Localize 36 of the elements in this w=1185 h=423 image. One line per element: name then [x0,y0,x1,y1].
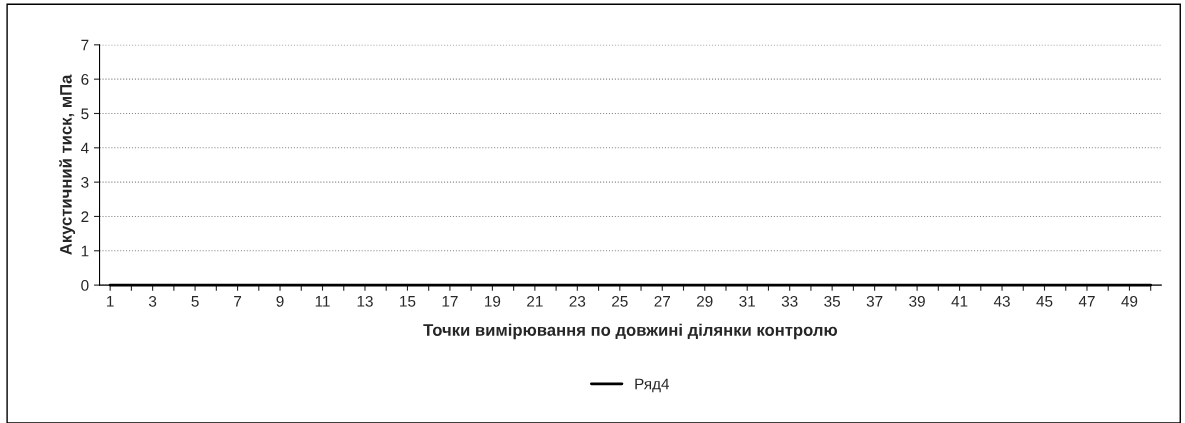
x-tick-label: 29 [697,295,713,307]
x-tick-label: 21 [527,295,543,307]
y-tick-label: 6 [81,74,89,85]
x-tick-label: 45 [1036,296,1053,307]
y-tick-label: 3 [81,177,89,188]
x-tick-label: 33 [781,295,798,307]
x-tick-label: 41 [951,296,968,307]
x-tick-label: 13 [357,295,373,307]
x-tick-label: 23 [569,295,586,307]
x-tick-label: 35 [824,295,841,307]
y-tick-label: 2 [81,211,89,222]
legend-label: Ряд4 [635,378,670,393]
x-tick-label: 7 [234,296,242,307]
y-tick-label: 4 [80,142,89,154]
x-tick-label: 19 [485,295,501,307]
x-tick-label: 15 [400,296,416,307]
x-tick-label: 39 [909,295,925,307]
x-tick-label: 9 [276,295,284,307]
y-tick-label: 1 [81,245,89,257]
y-tick-label: 5 [81,108,89,120]
x-tick-label: 5 [191,296,199,307]
y-tick-label: 7 [81,39,89,51]
y-axis-title: Акустичний тиск, мПа [59,74,76,255]
x-tick-label: 3 [148,295,157,307]
y-tick-label: 0 [81,279,89,291]
x-tick-label: 31 [739,295,755,307]
x-axis-title: Точки вимірювання по довжині ділянки контролю [423,323,838,340]
x-tick-label: 43 [993,295,1010,307]
x-tick-label: 17 [442,296,458,307]
x-tick-label: 27 [654,295,670,307]
x-tick-label: 1 [107,296,114,307]
x-tick-label: 47 [1078,296,1095,307]
x-tick-label: 37 [866,295,883,307]
x-tick-label: 11 [315,296,330,307]
x-tick-label: 25 [612,295,628,307]
x-tick-label: 49 [1121,295,1138,307]
